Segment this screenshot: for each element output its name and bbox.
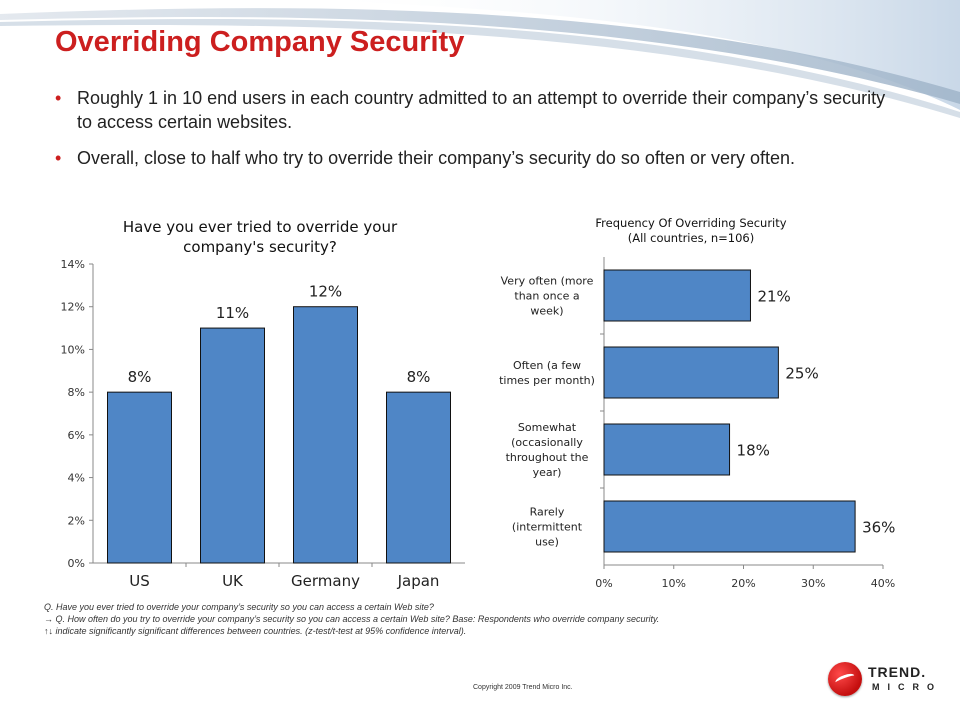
y-tick-label: 12% — [61, 301, 85, 314]
bar — [293, 306, 358, 564]
y-category-label: than once a — [514, 290, 579, 303]
y-tick-label: 4% — [68, 472, 85, 485]
y-tick-label: 10% — [61, 343, 85, 356]
y-category-label: times per month) — [499, 374, 595, 387]
y-tick-label: 0% — [68, 557, 85, 570]
bullet-item: • Overall, close to half who try to overr… — [55, 146, 895, 170]
y-tick-label: 14% — [61, 258, 85, 271]
y-category-label: Often (a few — [513, 359, 581, 372]
data-label: 8% — [407, 368, 431, 386]
bar — [603, 500, 856, 553]
x-category-label: US — [129, 572, 150, 590]
chart-title: company's security? — [183, 238, 337, 256]
data-label: 36% — [862, 519, 895, 537]
y-category-label: week) — [530, 305, 563, 318]
footnote-line: → Q. How often do you try to override yo… — [44, 614, 660, 624]
footnotes: Q. Have you ever tried to override your … — [44, 601, 844, 637]
x-tick-label: 30% — [801, 577, 825, 590]
data-label: 25% — [785, 365, 818, 383]
bar — [107, 391, 172, 564]
bar — [603, 269, 751, 322]
data-label: 12% — [309, 283, 342, 301]
x-tick-label: 40% — [871, 577, 895, 590]
bullet-icon: • — [55, 88, 62, 108]
y-category-label: (intermittent — [512, 521, 583, 534]
y-category-label: Somewhat — [518, 421, 577, 434]
bullet-list: • Roughly 1 in 10 end users in each count… — [55, 86, 895, 182]
chart-title: Frequency Of Overriding Security — [595, 216, 786, 230]
x-category-label: Japan — [397, 572, 440, 590]
data-label: 8% — [128, 368, 152, 386]
y-category-label: (occasionally — [511, 436, 583, 449]
footnote-line: ↑↓ indicate significantly significant di… — [44, 626, 467, 636]
x-tick-label: 0% — [595, 577, 612, 590]
bar — [603, 423, 731, 476]
data-label: 11% — [216, 304, 249, 322]
header-decoration — [0, 0, 960, 118]
y-category-label: Very often (more — [501, 275, 594, 288]
bar — [200, 327, 265, 564]
y-category-label: throughout the — [506, 451, 589, 464]
x-category-label: Germany — [291, 572, 360, 590]
data-label: 21% — [757, 288, 790, 306]
logo-wordmark: TREND. — [868, 664, 927, 680]
y-category-label: use) — [535, 536, 559, 549]
x-category-label: UK — [222, 572, 244, 590]
trend-micro-logo: TREND. MICRO — [828, 660, 934, 704]
y-tick-label: 6% — [68, 429, 85, 442]
x-tick-label: 20% — [731, 577, 755, 590]
bullet-item: • Roughly 1 in 10 end users in each count… — [55, 86, 895, 134]
bar — [603, 346, 779, 399]
copyright-text: Copyright 2009 Trend Micro Inc. — [473, 684, 573, 691]
y-tick-label: 2% — [68, 514, 85, 527]
footnote-line: Q. Have you ever tried to override your … — [44, 602, 434, 612]
chart-title: (All countries, n=106) — [628, 231, 755, 245]
y-tick-label: 8% — [68, 386, 85, 399]
bullet-text: Roughly 1 in 10 end users in each countr… — [77, 88, 886, 132]
x-tick-label: 10% — [662, 577, 686, 590]
logo-wordmark-sub: MICRO — [872, 682, 942, 692]
logo-mark-icon — [828, 662, 862, 696]
chart-title: Have you ever tried to override your — [123, 218, 398, 236]
bullet-icon: • — [55, 148, 62, 168]
data-label: 18% — [737, 442, 770, 460]
bullet-text: Overall, close to half who try to overri… — [77, 148, 795, 168]
y-category-label: year) — [533, 466, 562, 479]
slide-title: Overriding Company Security — [55, 26, 465, 58]
bar — [386, 391, 451, 564]
y-category-label: Rarely — [530, 506, 565, 519]
